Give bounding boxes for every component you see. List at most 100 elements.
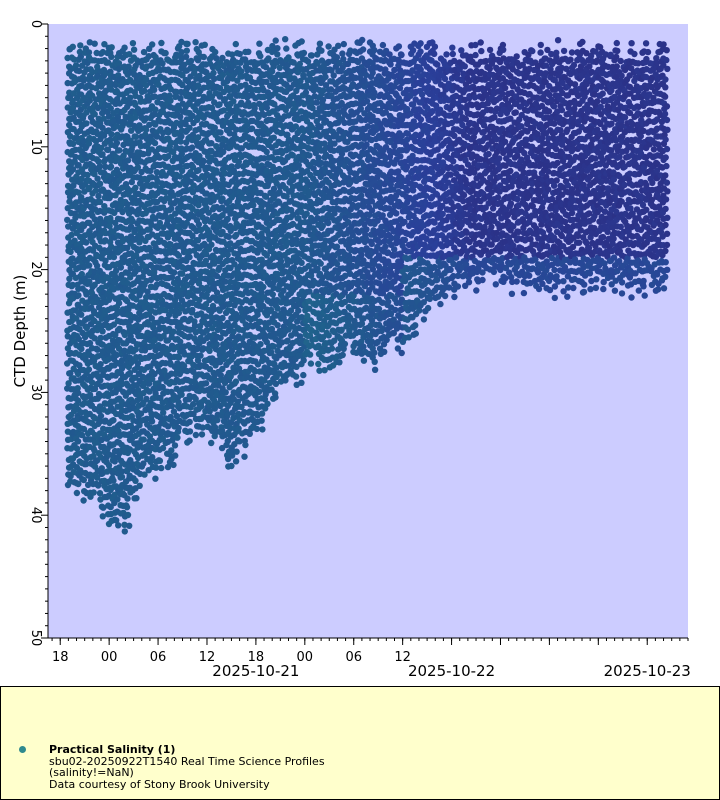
data-point xyxy=(300,357,307,364)
data-point xyxy=(339,50,346,57)
data-point xyxy=(184,40,191,48)
data-point xyxy=(69,281,77,289)
data-point xyxy=(183,47,190,54)
data-point xyxy=(295,307,302,314)
data-point xyxy=(80,425,88,433)
data-point xyxy=(162,49,169,57)
data-point xyxy=(94,104,102,112)
data-point xyxy=(117,264,125,271)
data-point xyxy=(128,127,135,134)
data-point xyxy=(74,389,82,397)
data-point xyxy=(86,39,94,46)
data-point xyxy=(140,436,147,443)
data-point xyxy=(315,360,322,368)
data-point xyxy=(118,398,125,405)
data-point xyxy=(175,424,182,432)
data-point xyxy=(189,306,196,314)
data-point xyxy=(74,438,82,445)
data-point xyxy=(121,528,128,535)
data-point xyxy=(92,187,100,194)
data-point xyxy=(149,41,156,48)
data-point xyxy=(300,371,307,379)
data-point xyxy=(298,379,305,386)
data-point xyxy=(306,152,313,159)
data-point xyxy=(96,490,104,497)
data-point xyxy=(70,56,78,63)
data-point xyxy=(241,453,248,460)
data-point xyxy=(69,225,77,232)
data-point xyxy=(259,426,266,433)
data-point xyxy=(102,257,109,264)
data-point xyxy=(292,373,300,380)
data-point xyxy=(170,328,177,335)
data-point xyxy=(175,354,183,361)
data-point xyxy=(186,437,193,444)
data-point xyxy=(94,175,101,182)
data-point xyxy=(72,153,79,161)
data-point xyxy=(91,40,98,47)
data-point xyxy=(254,311,261,318)
data-point xyxy=(198,431,206,438)
data-point xyxy=(192,39,199,46)
data-point xyxy=(95,192,102,200)
data-point xyxy=(197,352,204,359)
data-point xyxy=(126,51,133,58)
data-point xyxy=(222,389,229,396)
data-point xyxy=(158,464,165,472)
data-point xyxy=(201,41,208,48)
data-point xyxy=(80,497,87,504)
data-point xyxy=(339,351,346,359)
data-point xyxy=(78,431,86,439)
data-point xyxy=(130,46,138,53)
data-point xyxy=(148,418,156,425)
data-point xyxy=(99,513,107,520)
data-point xyxy=(186,253,193,261)
data-point xyxy=(109,344,116,351)
data-point xyxy=(232,458,240,465)
data-point xyxy=(95,158,102,165)
data-point xyxy=(115,299,123,307)
data-point xyxy=(91,170,98,178)
data-point xyxy=(97,412,105,420)
data-point xyxy=(94,63,101,71)
data-point xyxy=(99,124,106,131)
data-point xyxy=(156,457,164,464)
data-point xyxy=(232,378,240,385)
data-point xyxy=(217,129,224,136)
data-point xyxy=(85,366,93,373)
data-point xyxy=(187,57,195,65)
data-point xyxy=(298,38,305,45)
data-point xyxy=(99,109,106,117)
data-point xyxy=(208,241,215,248)
data-point xyxy=(322,73,329,81)
data-point xyxy=(186,418,193,426)
data-point xyxy=(269,291,276,298)
data-point xyxy=(102,87,110,94)
data-point xyxy=(118,468,126,475)
data-point xyxy=(325,43,332,50)
data-point xyxy=(73,445,81,452)
data-point xyxy=(182,53,190,60)
data-point xyxy=(246,430,253,437)
data-point xyxy=(77,42,84,49)
data-point xyxy=(132,133,140,140)
data-point xyxy=(272,37,279,44)
data-point xyxy=(308,52,315,59)
data-point xyxy=(110,321,118,328)
data-point xyxy=(274,45,281,52)
data-point xyxy=(93,262,101,269)
data-point xyxy=(67,370,74,377)
data-point xyxy=(340,40,347,48)
data-point xyxy=(316,40,324,47)
data-point xyxy=(86,262,93,269)
data-point xyxy=(257,341,264,348)
data-point xyxy=(242,441,249,449)
data-point xyxy=(317,260,324,267)
data-point xyxy=(107,105,115,112)
data-point xyxy=(83,120,90,127)
data-point xyxy=(70,182,77,189)
data-point xyxy=(127,137,134,144)
data-point xyxy=(123,504,131,511)
data-point xyxy=(113,517,120,524)
data-point xyxy=(264,400,271,407)
